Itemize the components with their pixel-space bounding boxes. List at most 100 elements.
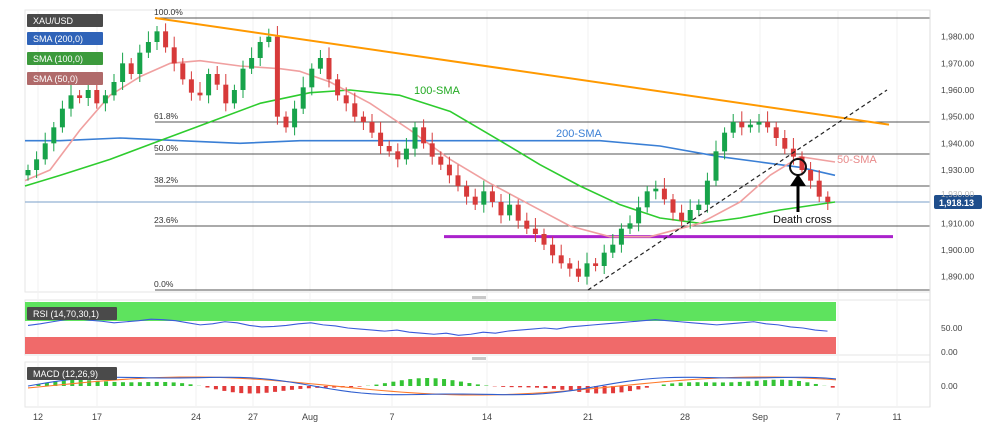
candle-body <box>636 207 642 224</box>
last-price-tag <box>934 195 982 209</box>
candle-body <box>644 191 650 208</box>
candle-body <box>274 36 280 117</box>
macd-histogram-bar <box>737 381 742 386</box>
x-tick-label: Sep <box>752 412 768 422</box>
candle-body <box>163 31 169 48</box>
legend-item-1: SMA (100,0) <box>33 54 83 64</box>
macd-histogram-bar <box>349 386 354 388</box>
symbol-label: XAU/USD <box>33 16 74 26</box>
macd-title-bg <box>27 367 117 380</box>
macd-tick-0: 0.00 <box>941 381 958 391</box>
macd-histogram-bar <box>425 378 430 386</box>
support-trendline <box>587 89 888 291</box>
macd-histogram-bar <box>526 386 531 388</box>
candle-body <box>782 138 788 149</box>
candle-body <box>739 122 745 128</box>
candle-body <box>541 234 547 245</box>
macd-line <box>27 376 837 396</box>
candle-body <box>206 74 212 96</box>
macd-histogram-bar <box>720 382 725 386</box>
macd-histogram-bar <box>357 386 362 387</box>
macd-histogram-bar <box>137 382 142 386</box>
rsi-panel: 50.00 0.00 <box>25 302 963 357</box>
macd-histogram-bar <box>70 379 75 386</box>
x-tick-label: 12 <box>33 412 43 422</box>
candle-body <box>292 108 298 128</box>
candle-body <box>343 95 349 104</box>
macd-histogram-bar <box>763 380 768 386</box>
candle-body <box>223 84 229 104</box>
candle-body <box>610 244 616 253</box>
candle-body <box>386 146 392 152</box>
fib-label: 23.6% <box>154 215 179 225</box>
candle-body <box>421 127 427 144</box>
candle-body <box>180 63 186 80</box>
candle-body <box>25 170 31 176</box>
price-tick-label: 1,970.00 <box>941 58 974 68</box>
x-tick-label: 24 <box>191 412 201 422</box>
macd-histogram-bar <box>594 386 599 394</box>
fib-label: 38.2% <box>154 175 179 185</box>
panel-divider-handle <box>472 357 486 360</box>
candle-body <box>455 175 461 186</box>
macd-histogram-bar <box>754 380 759 386</box>
macd-histogram-bar <box>670 383 675 386</box>
macd-histogram-bar <box>154 381 159 386</box>
candle-body <box>816 180 822 197</box>
macd-histogram-bar <box>374 384 379 386</box>
x-tick-label: Aug <box>302 412 318 422</box>
candle-body <box>360 116 366 122</box>
candle-body <box>171 47 177 64</box>
fib-label: 50.0% <box>154 143 179 153</box>
candle-body <box>128 63 134 74</box>
sma-100-label: 100-SMA <box>414 85 461 97</box>
macd-histogram-bar <box>501 386 506 387</box>
rsi-tick-0: 0.00 <box>941 347 958 357</box>
candle-body <box>799 156 805 170</box>
price-tick-label-hidden: 1,930.00 <box>941 189 974 199</box>
macd-histogram-bar <box>382 383 387 386</box>
fib-label: 0.0% <box>154 279 174 289</box>
candle-body <box>756 122 762 125</box>
macd-histogram-bar <box>636 386 641 390</box>
candle-body <box>532 228 538 234</box>
macd-histogram-bar <box>104 381 109 386</box>
death-cross-label: Death cross <box>773 214 832 226</box>
macd-histogram-bar <box>146 382 151 386</box>
candle-body <box>51 127 57 144</box>
macd-histogram-bar <box>87 380 92 386</box>
candle-body <box>412 127 418 149</box>
macd-histogram-bar <box>560 386 565 390</box>
candle-body <box>257 42 263 58</box>
candle-body <box>326 58 332 80</box>
macd-histogram-bar <box>518 386 523 388</box>
sma-200-line <box>25 137 836 177</box>
x-tick-label: 11 <box>892 412 901 422</box>
candle-body <box>317 58 323 69</box>
panel-divider-handle <box>472 296 486 299</box>
death-cross-arrowhead <box>790 174 806 186</box>
macd-histogram-bar <box>247 386 252 394</box>
price-axis: 1,980.00 1,970.00 1,960.00 1,950.00 1,940.00… <box>929 10 982 407</box>
candle-body <box>94 90 100 104</box>
candle-body <box>197 92 203 96</box>
price-tick-label: 1,950.00 <box>941 112 974 122</box>
price-tick-label: 1,980.00 <box>941 32 974 42</box>
legend-item-0-bg <box>27 32 103 45</box>
macd-histogram-bar <box>450 380 455 386</box>
macd-histogram-bar <box>602 386 607 394</box>
candle-body <box>111 82 117 96</box>
macd-histogram-bar <box>180 383 185 386</box>
candle-body <box>68 95 74 109</box>
candle-body <box>489 191 495 202</box>
macd-histogram-bar <box>813 383 818 386</box>
candle-body <box>558 255 564 264</box>
candle-body <box>378 132 384 146</box>
macd-histogram-bar <box>408 379 413 386</box>
legend-item-0: SMA (200,0) <box>33 34 83 44</box>
candle-body <box>249 58 255 69</box>
candle-body <box>704 180 710 205</box>
x-tick-label: 17 <box>92 412 102 422</box>
macd-histogram-bar <box>53 381 58 386</box>
legend[interactable]: XAU/USD SMA (200,0) SMA (100,0) SMA (50,0) R… <box>27 14 117 380</box>
